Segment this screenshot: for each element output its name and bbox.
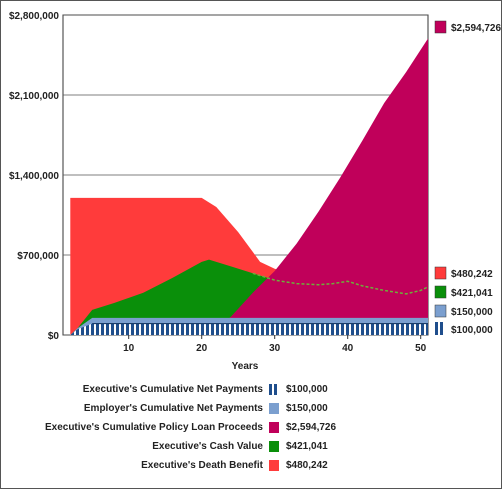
end-swatch-employer-s-cumulative-net-payments: [434, 304, 447, 318]
end-value-labels: $2,594,726 $480,242 $421,041 $150,000 $100,0…: [434, 20, 501, 336]
legend-entry: Executive's Cumulative Net Payments $100,…: [83, 382, 451, 401]
x-tick-label: 20: [196, 343, 208, 354]
legend-value: $480,242: [286, 460, 328, 471]
end-value-executive-s-death-benefit: $480,242: [451, 269, 493, 280]
x-tick-label: 10: [123, 343, 135, 354]
y-axis-ticks: $0 $700,000 $1,400,000 $2,100,000 $2,800,000: [9, 11, 59, 342]
end-value-employer-s-cumulative-net-payments: $150,000: [451, 307, 493, 318]
y-tick-label: $1,400,000: [9, 171, 59, 182]
legend-swatch: [269, 441, 279, 452]
legend-entry: Employer's Cumulative Net Payments $150,0…: [84, 401, 451, 420]
y-tick-label: $700,000: [17, 251, 59, 262]
cash-value-overlay-line: [252, 272, 429, 295]
legend-entry: Executive's Cumulative Policy Loan Proce…: [45, 420, 451, 439]
legend-value: $2,594,726: [286, 422, 337, 433]
end-swatch-executive-net-payments: [435, 322, 443, 335]
legend-label: Employer's Cumulative Net Payments: [83, 403, 263, 414]
x-tick-label: 40: [342, 343, 354, 354]
legend-value: $100,000: [286, 384, 328, 395]
legend-label: Executive's Cumulative Net Payments: [82, 384, 263, 395]
legend-value: $150,000: [286, 403, 328, 414]
legend-swatch: [269, 384, 279, 395]
legend-swatch: [269, 422, 279, 433]
area-chart: $0 $700,000 $1,400,000 $2,100,000 $2,800,000…: [9, 11, 501, 372]
x-tick-label: 50: [415, 343, 427, 354]
y-tick-label: $0: [48, 331, 60, 342]
legend-label: Executive's Death Benefit: [141, 460, 263, 471]
legend-swatch: [269, 460, 279, 471]
legend-value: $421,041: [286, 441, 328, 452]
series-area-executive-s-cumulative-net-payments: [70, 323, 429, 335]
legend-label: Executive's Cumulative Policy Loan Proce…: [44, 422, 263, 433]
x-axis-ticks: 10 20 30 40 50: [123, 335, 427, 354]
legend-entry: Executive's Cash Value $421,041: [121, 439, 451, 458]
y-tick-label: $2,800,000: [9, 11, 59, 22]
legend-label: Executive's Cash Value: [152, 441, 263, 452]
series-areas: [70, 38, 429, 335]
x-tick-label: 30: [269, 343, 281, 354]
end-value-executive-s-cash-value: $421,041: [451, 288, 493, 299]
series-overlay: [92, 272, 429, 325]
legend-entry: Executive's Death Benefit $480,242: [121, 458, 451, 477]
end-value-executive-s-cumulative-policy-loan-proceeds: $2,594,726: [451, 23, 501, 34]
legend: Executive's Cumulative Net Payments $100,…: [45, 382, 451, 477]
end-swatch-executive-s-cumulative-policy-loan-proceeds: [434, 20, 447, 34]
end-swatch-executive-s-death-benefit: [434, 266, 447, 280]
legend-swatch: [269, 403, 279, 414]
end-value-executive-s-cumulative-net-payments: $100,000: [451, 325, 493, 336]
x-axis-title: Years: [232, 361, 259, 372]
series-area-executive-s-cumulative-policy-loan-proceeds: [209, 38, 428, 335]
end-swatch-executive-s-cash-value: [434, 285, 447, 299]
y-tick-label: $2,100,000: [9, 91, 59, 102]
